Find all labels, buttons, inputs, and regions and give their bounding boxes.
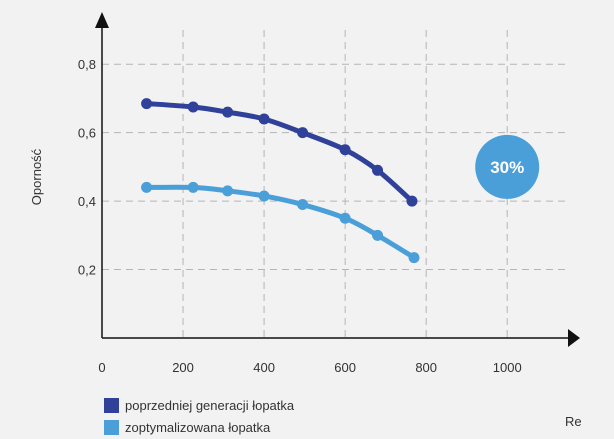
series-0-point-0	[141, 98, 153, 110]
legend-label-1: zoptymalizowana łopatka	[125, 419, 271, 435]
series-1-point-7	[408, 252, 420, 264]
legend: poprzedniej generacji łopatka zoptymaliz…	[104, 395, 294, 439]
series-line-1	[144, 184, 417, 261]
x-tick-label-5: 1000	[493, 360, 522, 375]
x-axis-arrow	[568, 329, 580, 347]
series-0-point-2	[222, 106, 234, 118]
series-0-point-6	[372, 164, 384, 176]
series-1-point-1	[187, 181, 199, 193]
legend-swatch-1	[104, 419, 119, 435]
series-1-point-0	[141, 181, 153, 193]
x-tick-label-3: 600	[334, 360, 356, 375]
badge-layer: 30%	[475, 134, 540, 199]
x-tick-label-0: 0	[98, 360, 105, 375]
grid	[102, 30, 568, 338]
y-axis-label: Oporność	[29, 148, 44, 205]
series-0-point-3	[258, 113, 270, 125]
series-0-point-5	[339, 144, 351, 156]
series-1-point-3	[258, 190, 270, 202]
series-0-point-4	[297, 127, 309, 139]
series-1-point-4	[297, 199, 309, 211]
series-layer	[141, 98, 420, 264]
badge-circle	[475, 134, 540, 199]
x-tick-label-4: 800	[415, 360, 437, 375]
series-0-point-7	[406, 195, 418, 207]
series-1-point-2	[222, 185, 234, 197]
series-1-point-6	[372, 229, 384, 241]
legend-item-1: zoptymalizowana łopatka	[104, 417, 294, 437]
x-axis-label: Re	[565, 414, 582, 429]
x-tick-label-2: 400	[253, 360, 275, 375]
series-1-point-5	[339, 212, 351, 224]
series-0-point-1	[187, 101, 199, 113]
y-tick-label-1: 0,4	[78, 194, 96, 209]
badge-label: 30%	[490, 158, 524, 177]
legend-label-0: poprzedniej generacji łopatka	[125, 397, 295, 413]
legend-swatch-0	[104, 397, 119, 413]
legend-item-0: poprzedniej generacji łopatka	[104, 395, 294, 415]
y-tick-label-0: 0,2	[78, 263, 96, 278]
labels: Re Oporność	[29, 148, 582, 429]
y-tick-label-3: 0,8	[78, 57, 96, 72]
axes: 0 200 400 600 800 1000 0,2 0,4 0,6 0,8	[78, 12, 580, 375]
y-tick-label-2: 0,6	[78, 126, 96, 141]
y-axis-arrow	[95, 12, 109, 28]
x-tick-label-1: 200	[172, 360, 194, 375]
